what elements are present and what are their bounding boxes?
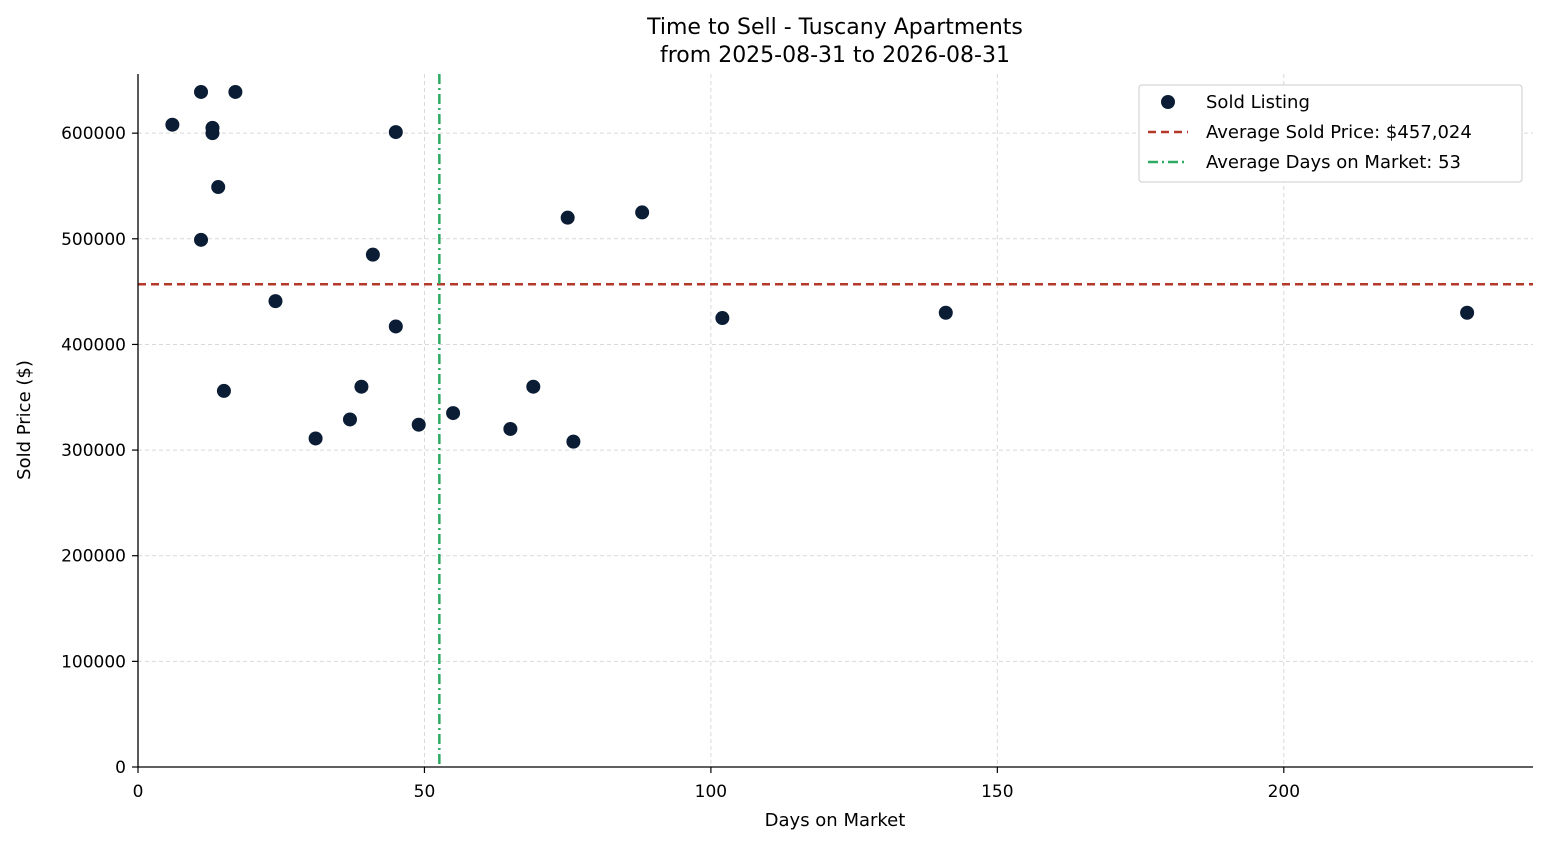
legend-frame xyxy=(1138,84,1523,183)
scatter-point xyxy=(211,180,226,195)
y-tick-label: 500000 xyxy=(61,230,126,250)
scatter-point xyxy=(268,294,283,309)
scatter-point xyxy=(365,247,380,262)
legend-label-sold-listing: Sold Listing xyxy=(1206,92,1310,113)
x-axis-label: Days on Market xyxy=(765,810,906,831)
scatter-point xyxy=(560,210,575,225)
reference-lines xyxy=(138,74,1533,767)
scatter-point xyxy=(205,126,220,141)
legend-marker-sold-listing xyxy=(1161,95,1175,109)
x-tick-label: 50 xyxy=(414,782,436,802)
scatter-point xyxy=(216,383,231,398)
scatter-point xyxy=(354,379,369,394)
scatter-point xyxy=(503,421,518,436)
chart-subtitle: from 2025-08-31 to 2026-08-31 xyxy=(660,43,1010,68)
axis-ticks: 0 50 100 150 200 0 100000 200000 300000 400000 500… xyxy=(61,124,1300,802)
scatter-point xyxy=(194,232,209,247)
y-tick-label: 0 xyxy=(115,758,126,778)
y-tick-label: 100000 xyxy=(61,652,126,672)
legend-label-average-days: Average Days on Market: 53 xyxy=(1206,152,1461,173)
scatter-point xyxy=(1460,305,1475,320)
y-tick-label: 400000 xyxy=(61,335,126,355)
x-tick-label: 150 xyxy=(981,782,1013,802)
data-points xyxy=(165,84,1475,449)
scatter-point xyxy=(635,205,650,220)
y-axis-label: Sold Price ($) xyxy=(14,360,35,480)
scatter-point xyxy=(165,117,180,132)
scatter-point xyxy=(446,406,461,421)
x-tick-label: 100 xyxy=(695,782,727,802)
scatter-point xyxy=(526,379,541,394)
y-tick-label: 600000 xyxy=(61,124,126,144)
scatter-point xyxy=(566,434,581,449)
scatter-point xyxy=(938,305,953,320)
scatter-point xyxy=(388,319,403,334)
legend: Sold Listing Average Sold Price: $457,02… xyxy=(1138,84,1523,183)
scatter-point xyxy=(411,417,426,432)
scatter-point xyxy=(308,431,323,446)
scatter-point xyxy=(388,125,403,140)
scatter-point xyxy=(228,84,243,99)
legend-label-average-price: Average Sold Price: $457,024 xyxy=(1206,122,1472,143)
x-tick-label: 200 xyxy=(1268,782,1300,802)
chart-title: Time to Sell - Tuscany Apartments xyxy=(646,15,1023,40)
scatter-point xyxy=(715,311,730,326)
y-tick-label: 200000 xyxy=(61,547,126,567)
y-tick-label: 300000 xyxy=(61,441,126,461)
scatter-point xyxy=(194,84,209,99)
scatter-point xyxy=(342,412,357,427)
x-tick-label: 0 xyxy=(133,782,144,802)
